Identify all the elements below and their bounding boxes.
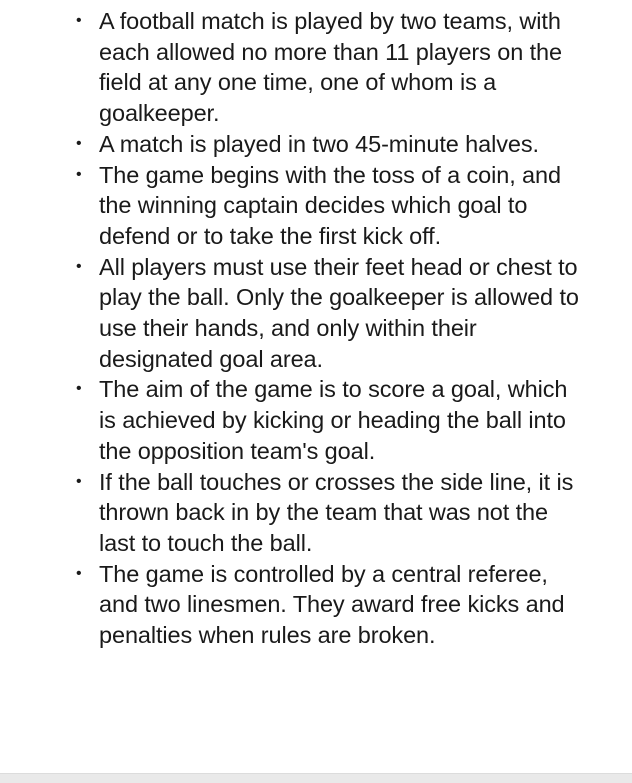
rule-text: The game is controlled by a central refe… (99, 560, 565, 649)
rules-list: • A football match is played by two team… (0, 6, 579, 651)
list-item: • The game is controlled by a central re… (76, 559, 579, 651)
bottom-scroll-bar (0, 773, 632, 783)
list-item: • A football match is played by two team… (76, 6, 579, 129)
bullet-icon: • (76, 257, 82, 275)
rule-text: All players must use their feet head or … (99, 253, 579, 372)
list-item: • If the ball touches or crosses the sid… (76, 467, 579, 559)
rule-text: The aim of the game is to score a goal, … (99, 376, 568, 464)
rule-text: A match is played in two 45-minute halve… (99, 130, 539, 157)
bullet-icon: • (76, 472, 82, 490)
list-item: • All players must use their feet head o… (76, 252, 579, 375)
list-item: • A match is played in two 45-minute hal… (76, 129, 579, 160)
bullet-icon: • (76, 165, 82, 183)
rule-text: The game begins with the toss of a coin,… (99, 161, 561, 249)
list-item: • The game begins with the toss of a coi… (76, 160, 579, 252)
rule-text: A football match is played by two teams,… (99, 8, 562, 127)
bullet-icon: • (76, 134, 82, 152)
rule-text: If the ball touches or crosses the side … (99, 468, 574, 556)
list-item: • The aim of the game is to score a goal… (76, 374, 579, 466)
bullet-icon: • (76, 564, 82, 582)
bullet-icon: • (76, 12, 82, 29)
bullet-icon: • (76, 380, 82, 398)
